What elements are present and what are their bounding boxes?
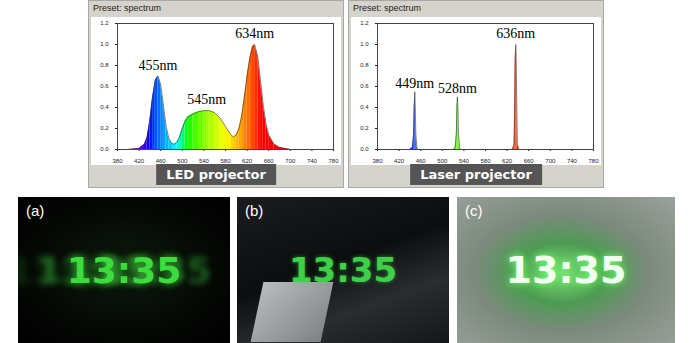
svg-text:0.8: 0.8 [100, 62, 109, 68]
svg-text:0.4: 0.4 [360, 104, 369, 110]
svg-text:500: 500 [177, 158, 188, 164]
svg-text:740: 740 [567, 158, 578, 164]
svg-text:0.6: 0.6 [360, 83, 369, 89]
svg-text:420: 420 [134, 158, 145, 164]
svg-text:620: 620 [502, 158, 513, 164]
html-text:13:35: 13:35 [66, 249, 182, 291]
svg-text:0.0: 0.0 [360, 146, 369, 152]
svg-text:580: 580 [480, 158, 491, 164]
svg-text:620: 620 [242, 158, 253, 164]
html-text:(b): (b) [245, 202, 264, 219]
svg-text:580: 580 [220, 158, 231, 164]
svg-text:700: 700 [285, 158, 296, 164]
html-text:Preset: spectrum: Preset: spectrum [93, 3, 161, 13]
svg-text:700: 700 [545, 158, 556, 164]
svg-text:455nm: 455nm [139, 58, 178, 73]
svg-text:0.8: 0.8 [360, 62, 369, 68]
svg-text:780: 780 [328, 158, 339, 164]
html-text:Preset: spectrum: Preset: spectrum [353, 3, 421, 13]
svg-text:460: 460 [156, 158, 167, 164]
svg-text:380: 380 [372, 158, 383, 164]
html-text:13:35: 13:35 [288, 250, 398, 290]
svg-text:636nm: 636nm [496, 26, 535, 41]
svg-text:545nm: 545nm [187, 92, 226, 107]
svg-text:540: 540 [459, 158, 470, 164]
html-text:Laser projector: Laser projector [420, 167, 532, 182]
svg-text:0.2: 0.2 [100, 125, 109, 131]
svg-text:420: 420 [394, 158, 405, 164]
svg-text:528nm: 528nm [438, 81, 477, 96]
svg-text:540: 540 [199, 158, 210, 164]
svg-text:380: 380 [112, 158, 123, 164]
svg-text:1.0: 1.0 [360, 41, 369, 47]
svg-text:634nm: 634nm [235, 26, 274, 41]
svg-text:740: 740 [307, 158, 318, 164]
svg-text:780: 780 [588, 158, 599, 164]
html-text:(a): (a) [26, 202, 45, 219]
svg-text:660: 660 [264, 158, 275, 164]
svg-text:0.0: 0.0 [100, 146, 109, 152]
svg-text:460: 460 [416, 158, 427, 164]
html-text:13:35: 13:35 [505, 248, 627, 292]
svg-text:0.6: 0.6 [100, 83, 109, 89]
svg-text:1.2: 1.2 [100, 20, 109, 26]
svg-text:660: 660 [524, 158, 535, 164]
svg-text:1.0: 1.0 [100, 41, 109, 47]
html-text:LED projector: LED projector [166, 167, 266, 182]
svg-text:1.2: 1.2 [360, 20, 369, 26]
svg-text:449nm: 449nm [395, 76, 434, 91]
svg-text:500: 500 [437, 158, 448, 164]
svg-text:0.4: 0.4 [100, 104, 109, 110]
html-text:(c): (c) [465, 202, 483, 219]
svg-text:0.2: 0.2 [360, 125, 369, 131]
